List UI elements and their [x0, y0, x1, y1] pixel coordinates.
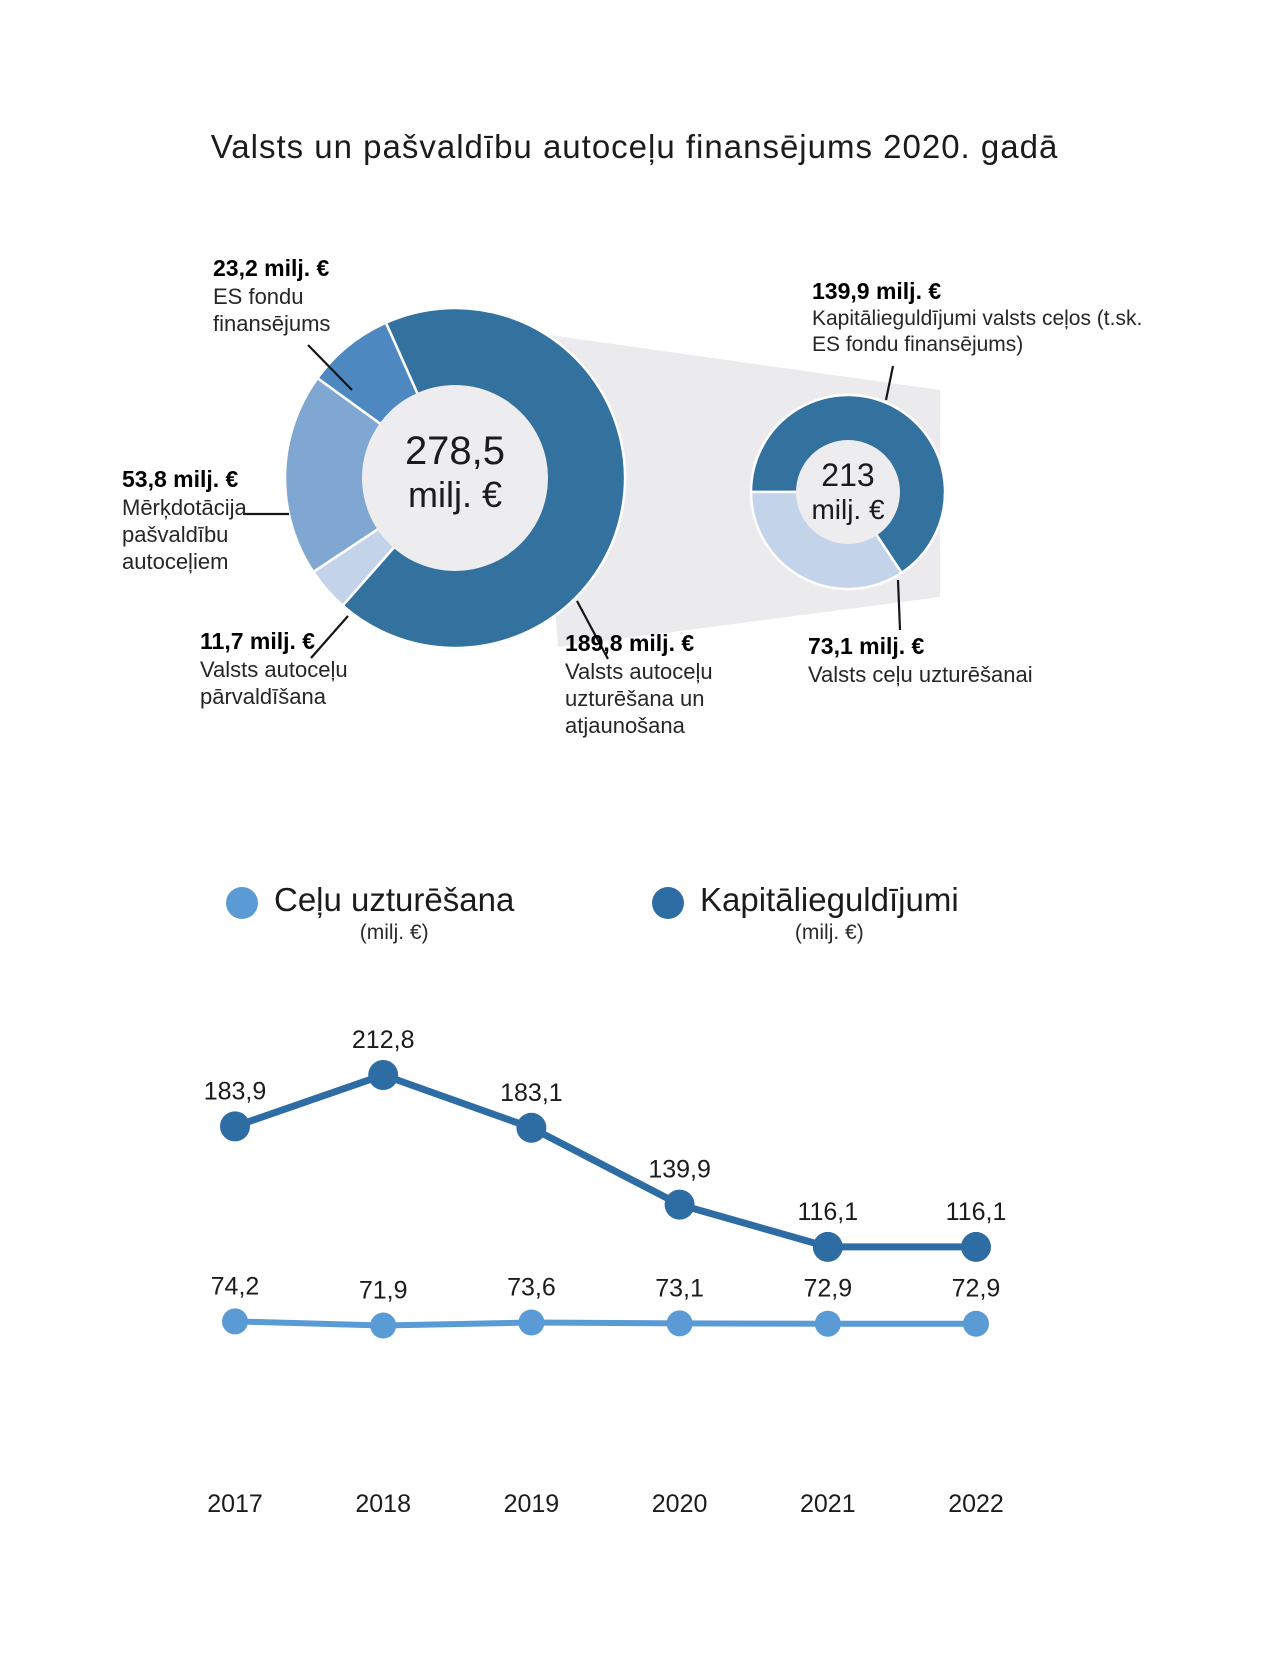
data-point: [812, 1231, 843, 1262]
data-label: 71,9: [359, 1277, 408, 1305]
donut-center-state: 213 milj. €: [786, 457, 910, 525]
callout-parvaldisana: 11,7 milj. € Valsts autoceļu pārvaldīšan…: [200, 628, 385, 710]
callout-kapitalieguldijumi: 139,9 milj. € Kapitālieguldījumi valsts …: [812, 278, 1147, 358]
callout-value: 53,8 milj. €: [122, 466, 239, 492]
data-point: [961, 1231, 991, 1262]
line-series-capital: [231, 1071, 980, 1251]
data-label: 183,9: [204, 1077, 267, 1105]
callout-value: 189,8 milj. €: [565, 630, 695, 656]
legend-marker-light-blue: [226, 887, 258, 919]
data-label: 183,1: [500, 1079, 563, 1107]
callout-es-fondu: 23,2 milj. € ES fondu finansējums: [213, 255, 363, 337]
data-point: [664, 1189, 695, 1220]
x-axis-label: 2022: [948, 1490, 1004, 1518]
data-point: [220, 1111, 250, 1142]
legend-unit: (milj. €): [794, 921, 864, 945]
data-label: 73,6: [507, 1273, 556, 1301]
callout-value: 73,1 milj. €: [808, 633, 925, 659]
leader-line: [576, 600, 609, 660]
legend-label: Kapitālieguldījumi: [700, 881, 959, 918]
data-point: [814, 1310, 841, 1337]
donut-hole: [796, 440, 900, 544]
donut-hole: [362, 385, 548, 571]
data-label: 74,2: [211, 1272, 260, 1300]
leader-line: [307, 344, 353, 391]
callout-label: ES fondu finansējums: [213, 283, 331, 336]
data-label: 116,1: [797, 1198, 858, 1226]
legend-item-kapitalieguldijumi: Kapitālieguldījumi (milj. €): [652, 881, 959, 945]
page-title: Valsts un pašvaldību autoceļu finansējum…: [210, 128, 1059, 165]
data-label: 72,9: [952, 1275, 1001, 1303]
callout-label: Valsts autoceļu pārvaldīšana: [200, 656, 348, 709]
data-point: [666, 1310, 693, 1337]
donut-center-unit: milj. €: [811, 493, 885, 525]
data-point: [963, 1310, 989, 1337]
x-axis-label: 2021: [800, 1490, 856, 1518]
data-label: 139,9: [648, 1156, 711, 1184]
callout-valsts-celu: 73,1 milj. € Valsts ceļu uzturēšanai: [808, 633, 1088, 688]
callout-label: Mērķdotācija pašvaldību autoceļiem: [122, 494, 247, 575]
data-point: [370, 1312, 397, 1339]
legend-unit: (milj. €): [359, 921, 429, 945]
donut-center-value: 213: [821, 457, 875, 493]
legend-marker-dark-blue: [652, 887, 684, 919]
callout-label: Valsts autoceļu uzturēšana un atjaunošan…: [565, 658, 713, 739]
legend-item-celu-uzturesana: Ceļu uzturēšana (milj. €): [226, 881, 515, 945]
data-label: 73,1: [655, 1274, 704, 1302]
callout-value: 23,2 milj. €: [213, 255, 330, 281]
callout-merkdotacija: 53,8 milj. € Mērķdotācija pašvaldību aut…: [122, 466, 287, 575]
data-label: 212,8: [352, 1026, 415, 1054]
callout-label: Kapitālieguldījumi valsts ceļos (t.sk. E…: [812, 306, 1143, 356]
legend-label: Ceļu uzturēšana: [274, 881, 515, 918]
callout-value: 11,7 milj. €: [200, 628, 316, 654]
leader-line: [310, 615, 349, 659]
leader-line: [896, 579, 902, 631]
data-point: [516, 1112, 547, 1143]
x-axis-label: 2019: [504, 1490, 560, 1518]
line-series-maintenance: [232, 1318, 979, 1329]
donut-center-total: 278,5 milj. €: [355, 428, 555, 515]
data-point: [368, 1060, 399, 1090]
callout-value: 139,9 milj. €: [812, 278, 942, 304]
donut-center-value: 278,5: [404, 429, 506, 473]
data-point: [222, 1308, 248, 1335]
x-axis-label: 2020: [652, 1490, 708, 1518]
callout-uzturesana: 189,8 milj. € Valsts autoceļu uzturēšana…: [565, 630, 760, 739]
x-axis-label: 2017: [207, 1490, 263, 1518]
x-axis-label: 2018: [355, 1490, 411, 1518]
leader-line: [884, 365, 895, 401]
data-label: 72,9: [803, 1275, 852, 1303]
donut-center-unit: milj. €: [407, 474, 502, 515]
data-point: [518, 1309, 545, 1336]
data-label: 116,1: [946, 1198, 1007, 1226]
callout-label: Valsts ceļu uzturēšanai: [808, 661, 1033, 687]
